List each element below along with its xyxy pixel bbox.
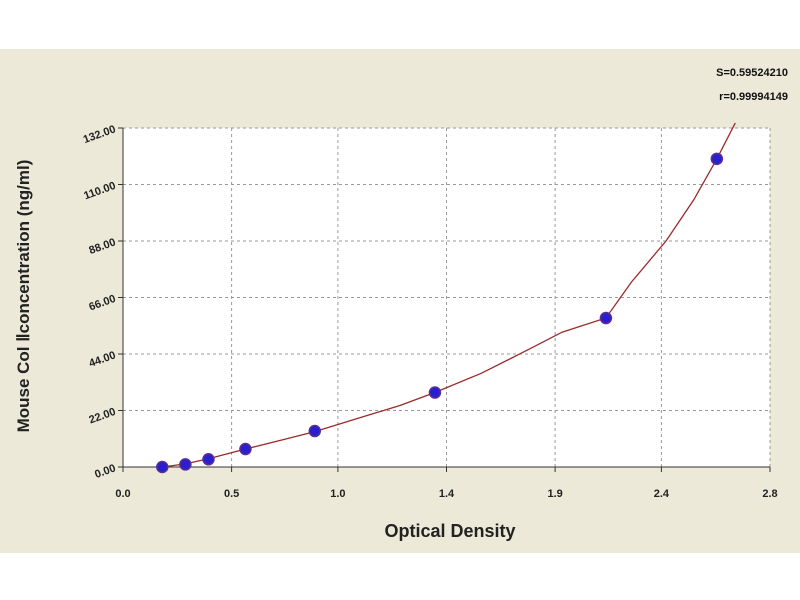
x-tick-label: 1.9 xyxy=(547,488,562,500)
y-tick-label: 22.00 xyxy=(87,406,117,427)
axis-layer xyxy=(118,127,771,472)
x-tick-label: 2.4 xyxy=(654,488,670,500)
data-point xyxy=(156,460,169,474)
data-point xyxy=(428,386,442,399)
x-tick-label: 0.5 xyxy=(224,488,239,500)
data-point xyxy=(710,152,724,166)
x-tick-label: 1.0 xyxy=(330,488,345,500)
y-axis-label: Mouse Col Ⅱconcentration (ng/ml) xyxy=(14,159,33,433)
stat-s-value: S=0.59524210 xyxy=(716,67,788,79)
grid-layer xyxy=(123,127,771,467)
fit-curve-line xyxy=(162,122,736,468)
y-tick-label: 110.00 xyxy=(82,180,117,203)
data-points-layer xyxy=(156,152,724,474)
y-tick-label: 88.00 xyxy=(87,236,117,257)
stat-r-value: r=0.99994149 xyxy=(719,91,788,103)
x-axis-label: Optical Density xyxy=(384,521,516,541)
y-tick-label: 44.00 xyxy=(87,349,117,370)
data-point xyxy=(599,311,613,325)
x-tick-label: 2.8 xyxy=(762,488,777,500)
data-point xyxy=(202,453,215,466)
data-point xyxy=(179,458,192,471)
data-point xyxy=(239,442,252,456)
x-tick-label: 0.0 xyxy=(115,488,130,500)
y-tick-label: 0.00 xyxy=(93,462,117,481)
data-point xyxy=(308,424,322,438)
y-tick-label: 66.00 xyxy=(87,293,117,314)
y-tick-label: 132.00 xyxy=(82,123,118,146)
x-tick-label: 1.4 xyxy=(439,488,455,500)
fit-curve-layer xyxy=(162,122,736,468)
